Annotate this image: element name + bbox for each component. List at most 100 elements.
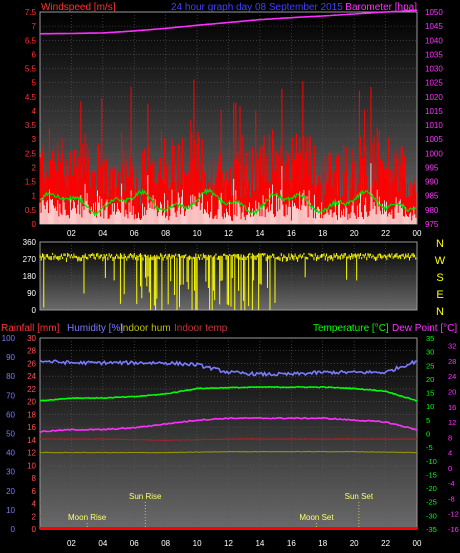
barometer-tick-label: 1025 (425, 79, 443, 88)
temperature-tick-label: 25 (426, 361, 434, 370)
temperature-tick-label: -15 (426, 470, 437, 479)
windspeed-tick-label: 2 (32, 163, 37, 172)
temperature-tick-label: 5 (426, 416, 430, 425)
direction-tick-label: 180 (23, 272, 37, 281)
wind-low-series (39, 163, 417, 224)
rain-tick-label: 2 (32, 512, 37, 521)
rain-tick-label: 12 (27, 449, 36, 458)
humidity-tick-label: 20 (6, 487, 15, 496)
x-tick-label: 22 (381, 539, 390, 548)
x-tick-label: 04 (98, 229, 107, 238)
chart-title: 24 hour graph day 08 September 2015 (171, 2, 343, 13)
temperature-tick-label: -5 (426, 443, 433, 452)
wind-average-line (39, 188, 417, 218)
windspeed-tick-label: 0 (32, 220, 37, 229)
x-tick-label: 20 (350, 539, 359, 548)
humidity-tick-label: 0 (11, 525, 16, 534)
indoor-temperature-line (39, 438, 418, 441)
windspeed-tick-label: 6 (32, 50, 37, 59)
astronomy-events: Moon Rise Sun Rise Moon Set Sun Set (68, 492, 374, 529)
event-label: Moon Rise (68, 513, 107, 522)
humidity-tick-label: 90 (6, 353, 15, 362)
humidity-tick-label: 60 (6, 410, 15, 419)
barometer-tick-label: 1035 (425, 50, 443, 59)
axis-ticks: 0 0.5 1 1.5 2 2.5 3 3.5 4 4.5 5 5.5 6 6.5 7 7.5 975 980 98… (2, 8, 459, 548)
dewpoint-tick-label: 32 (448, 342, 456, 351)
rain-tick-label: 20 (27, 398, 36, 407)
dewpoint-label: Dew Point [°C] (392, 323, 457, 334)
rain-tick-label: 28 (27, 347, 36, 356)
temperature-label: Temperature [°C] (313, 323, 389, 334)
rain-tick-label: 22 (27, 385, 36, 394)
rainfall-label: Rainfall [mm] (1, 323, 60, 334)
temperature-tick-label: 20 (426, 375, 434, 384)
temperature-tick-label: 30 (426, 348, 434, 357)
x-tick-label: 18 (318, 229, 327, 238)
dewpoint-tick-label: -12 (448, 510, 459, 519)
humidity-tick-label: 30 (6, 468, 15, 477)
x-tick-label: 10 (193, 229, 202, 238)
x-tick-label: 00 (413, 229, 422, 238)
compass-label: S (436, 272, 443, 284)
x-tick-label: 20 (350, 229, 359, 238)
temperature-tick-label: -35 (426, 525, 437, 534)
barometer-tick-label: 985 (425, 192, 439, 201)
windspeed-tick-label: 2.5 (25, 149, 37, 158)
windspeed-tick-label: 0.5 (25, 206, 37, 215)
event-label: Moon Set (299, 513, 334, 522)
humidity-tick-label: 100 (2, 334, 16, 343)
windspeed-tick-label: 5.5 (25, 65, 37, 74)
direction-tick-label: 270 (23, 255, 37, 264)
windspeed-tick-label: 7 (32, 22, 37, 31)
temperature-tick-label: 35 (426, 334, 434, 343)
x-tick-label: 18 (318, 539, 327, 548)
temperature-tick-label: -25 (426, 498, 437, 507)
x-tick-label: 06 (130, 539, 139, 548)
direction-tick-label: 0 (32, 306, 37, 315)
humidity-tick-label: 50 (6, 430, 15, 439)
x-tick-label: 16 (287, 539, 296, 548)
temperature-line (39, 385, 418, 402)
barometer-tick-label: 975 (425, 220, 439, 229)
wind-direction-series (39, 252, 417, 310)
x-tick-label: 14 (255, 229, 264, 238)
dewpoint-tick-label: -4 (448, 479, 455, 488)
barometer-tick-label: 1015 (425, 107, 443, 116)
x-tick-label: 14 (255, 539, 264, 548)
temperature-tick-label: -10 (426, 457, 437, 466)
windspeed-tick-label: 6.5 (25, 36, 37, 45)
rain-tick-label: 30 (27, 334, 36, 343)
compass-label: N (436, 238, 444, 250)
compass-label: W (435, 255, 446, 267)
barometer-tick-label: 1040 (425, 36, 443, 45)
barometer-tick-label: 995 (425, 163, 439, 172)
windspeed-axis-label: Windspeed [m/s] (41, 2, 116, 13)
barometer-tick-label: 990 (425, 178, 439, 187)
dewpoint-tick-label: -16 (448, 525, 459, 534)
windspeed-tick-label: 1.5 (25, 178, 37, 187)
temperature-tick-label: 15 (426, 389, 434, 398)
compass-label: N (436, 306, 444, 318)
windspeed-tick-label: 7.5 (25, 8, 37, 17)
dewpoint-tick-label: -8 (448, 494, 455, 503)
dewpoint-tick-label: 4 (448, 449, 452, 458)
rain-tick-label: 10 (27, 461, 36, 470)
barometer-tick-label: 980 (425, 206, 439, 215)
temperature-tick-label: -30 (426, 511, 437, 520)
barometer-tick-label: 1010 (425, 121, 443, 130)
barometer-axis-label: Barometer [hpa] (345, 2, 417, 13)
dewpoint-tick-label: 20 (448, 387, 456, 396)
direction-tick-label: 360 (23, 238, 37, 247)
dewpoint-tick-label: 12 (448, 418, 456, 427)
barometer-tick-label: 1000 (425, 149, 443, 158)
x-tick-label: 02 (67, 539, 76, 548)
dewpoint-tick-label: 8 (448, 433, 452, 442)
rain-tick-label: 6 (32, 487, 37, 496)
windspeed-tick-label: 4.5 (25, 93, 37, 102)
x-tick-label: 10 (193, 539, 202, 548)
barometer-tick-label: 1005 (425, 135, 443, 144)
x-tick-label: 08 (161, 539, 170, 548)
indoor-temp-label: Indoor temp (174, 323, 228, 334)
rain-tick-label: 26 (27, 359, 36, 368)
